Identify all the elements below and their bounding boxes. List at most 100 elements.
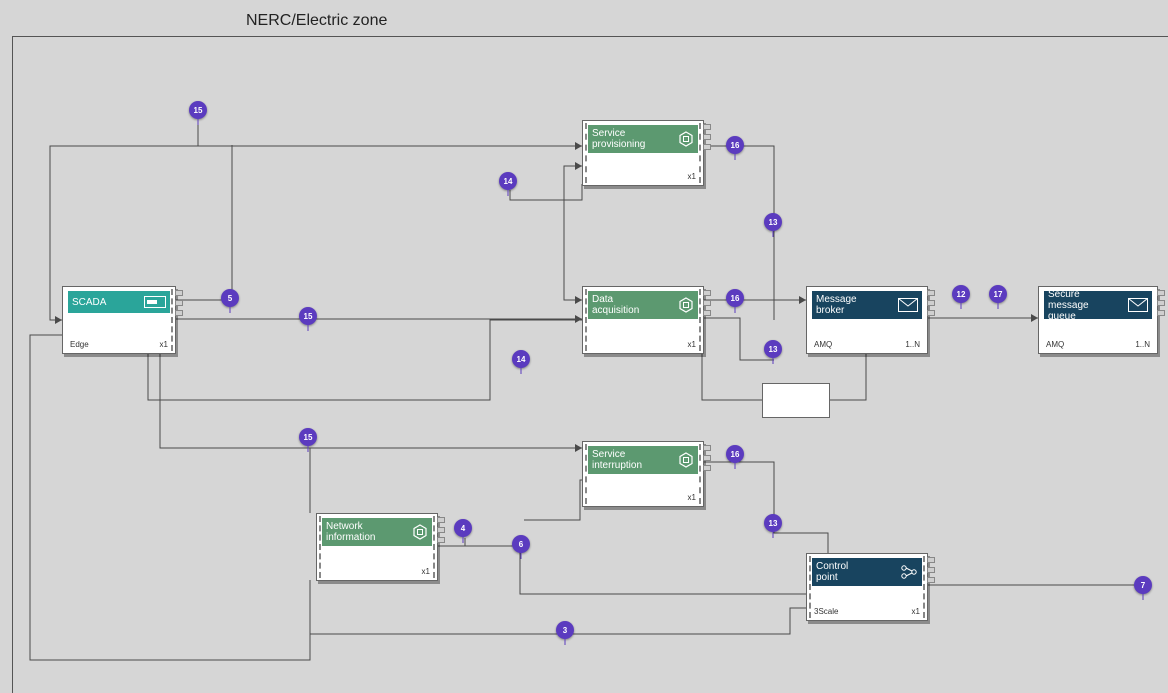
footer-right: 1..N	[1135, 340, 1150, 349]
flow-badge[interactable]: 14	[499, 172, 517, 190]
port-stubs	[437, 517, 445, 543]
flow-badge[interactable]: 13	[764, 514, 782, 532]
hex-icon	[678, 452, 694, 468]
badge-value: 16	[731, 294, 740, 303]
hex-icon	[678, 131, 694, 147]
hex-icon	[412, 524, 428, 540]
badge-tick	[521, 553, 522, 559]
badge-value: 13	[769, 218, 778, 227]
port-stub[interactable]	[927, 310, 935, 316]
footer-right: x1	[688, 493, 696, 502]
port-stub[interactable]	[437, 517, 445, 523]
flow-badge[interactable]: 15	[299, 307, 317, 325]
node-net_info[interactable]: Network information x1	[316, 513, 438, 581]
port-stub[interactable]	[703, 310, 711, 316]
badge-tick	[508, 190, 509, 196]
dash-left	[585, 444, 587, 504]
footer-right: x1	[912, 607, 920, 616]
badge-tick	[230, 307, 231, 313]
port-stubs	[927, 290, 935, 316]
empty-node[interactable]	[762, 383, 830, 418]
port-stub[interactable]	[927, 567, 935, 573]
dash-left	[809, 556, 811, 618]
badge-tick	[773, 231, 774, 237]
badge-value: 15	[304, 433, 313, 442]
node-msg_broker[interactable]: Message brokerAMQ1..N	[806, 286, 928, 354]
port-stub[interactable]	[927, 300, 935, 306]
port-stub[interactable]	[703, 300, 711, 306]
flow-badge[interactable]: 7	[1134, 576, 1152, 594]
port-stub[interactable]	[175, 300, 183, 306]
port-stub[interactable]	[703, 465, 711, 471]
mail-icon	[898, 298, 918, 312]
node-label: SCADA	[72, 297, 106, 308]
node-data_acq[interactable]: Data acquisitionx1	[582, 286, 704, 354]
port-stub[interactable]	[437, 537, 445, 543]
footer-left: Edge	[70, 340, 89, 349]
flow-badge[interactable]: 5	[221, 289, 239, 307]
dash-right	[433, 516, 435, 578]
port-stub[interactable]	[175, 310, 183, 316]
hex-icon	[678, 297, 694, 313]
dash-left	[319, 516, 321, 578]
badge-tick	[961, 303, 962, 309]
node-header: Control point	[812, 558, 922, 586]
dash-left	[585, 123, 587, 183]
port-stub[interactable]	[175, 290, 183, 296]
flow-badge[interactable]: 16	[726, 445, 744, 463]
dash-right	[171, 289, 173, 351]
badge-tick	[773, 358, 774, 364]
flow-badge[interactable]: 16	[726, 289, 744, 307]
flow-badge[interactable]: 13	[764, 340, 782, 358]
node-label: Data acquisition	[592, 294, 639, 316]
dash-left	[585, 289, 587, 351]
footer-right: x1	[160, 340, 168, 349]
footer-right: x1	[688, 172, 696, 181]
node-svc_prov[interactable]: Service provisioning x1	[582, 120, 704, 186]
port-stub[interactable]	[703, 124, 711, 130]
flow-badge[interactable]: 16	[726, 136, 744, 154]
node-svc_int[interactable]: Service interruptionx1	[582, 441, 704, 507]
badge-value: 17	[994, 290, 1003, 299]
node-footer: 3Scale x1	[814, 607, 920, 616]
badge-value: 5	[228, 294, 232, 303]
flow-badge[interactable]: 13	[764, 213, 782, 231]
node-footer: x1	[324, 567, 430, 576]
node-label: Network information	[326, 521, 375, 543]
port-stub[interactable]	[1157, 290, 1165, 296]
nodes-icon	[900, 564, 918, 580]
flow-badge[interactable]: 15	[299, 428, 317, 446]
port-stub[interactable]	[703, 144, 711, 150]
flow-badge[interactable]: 6	[512, 535, 530, 553]
node-header: Service provisioning	[588, 125, 698, 153]
flow-badge[interactable]: 15	[189, 101, 207, 119]
port-stub[interactable]	[703, 290, 711, 296]
badge-tick	[735, 307, 736, 313]
flow-badge[interactable]: 12	[952, 285, 970, 303]
port-stub[interactable]	[927, 577, 935, 583]
port-stub[interactable]	[703, 455, 711, 461]
badge-tick	[735, 463, 736, 469]
port-stub[interactable]	[703, 134, 711, 140]
node-ctrl_pt[interactable]: Control point 3Scale x1	[806, 553, 928, 621]
badge-value: 16	[731, 141, 740, 150]
port-stub[interactable]	[437, 527, 445, 533]
port-stub[interactable]	[927, 290, 935, 296]
footer-left: 3Scale	[814, 607, 838, 616]
mail-icon	[1128, 298, 1148, 312]
node-sec_mq[interactable]: Secure message queueAMQ1..N	[1038, 286, 1158, 354]
badge-value: 12	[957, 290, 966, 299]
port-stub[interactable]	[1157, 310, 1165, 316]
port-stub[interactable]	[927, 557, 935, 563]
port-stub[interactable]	[1157, 300, 1165, 306]
node-footer: AMQ1..N	[1046, 340, 1150, 349]
flow-badge[interactable]: 3	[556, 621, 574, 639]
node-scada[interactable]: SCADA Edge x1	[62, 286, 176, 354]
node-header: Message broker	[812, 291, 922, 319]
port-stub[interactable]	[703, 445, 711, 451]
flow-badge[interactable]: 17	[989, 285, 1007, 303]
dash-right	[923, 556, 925, 618]
flow-badge[interactable]: 14	[512, 350, 530, 368]
flow-badge[interactable]: 4	[454, 519, 472, 537]
badge-tick	[998, 303, 999, 309]
